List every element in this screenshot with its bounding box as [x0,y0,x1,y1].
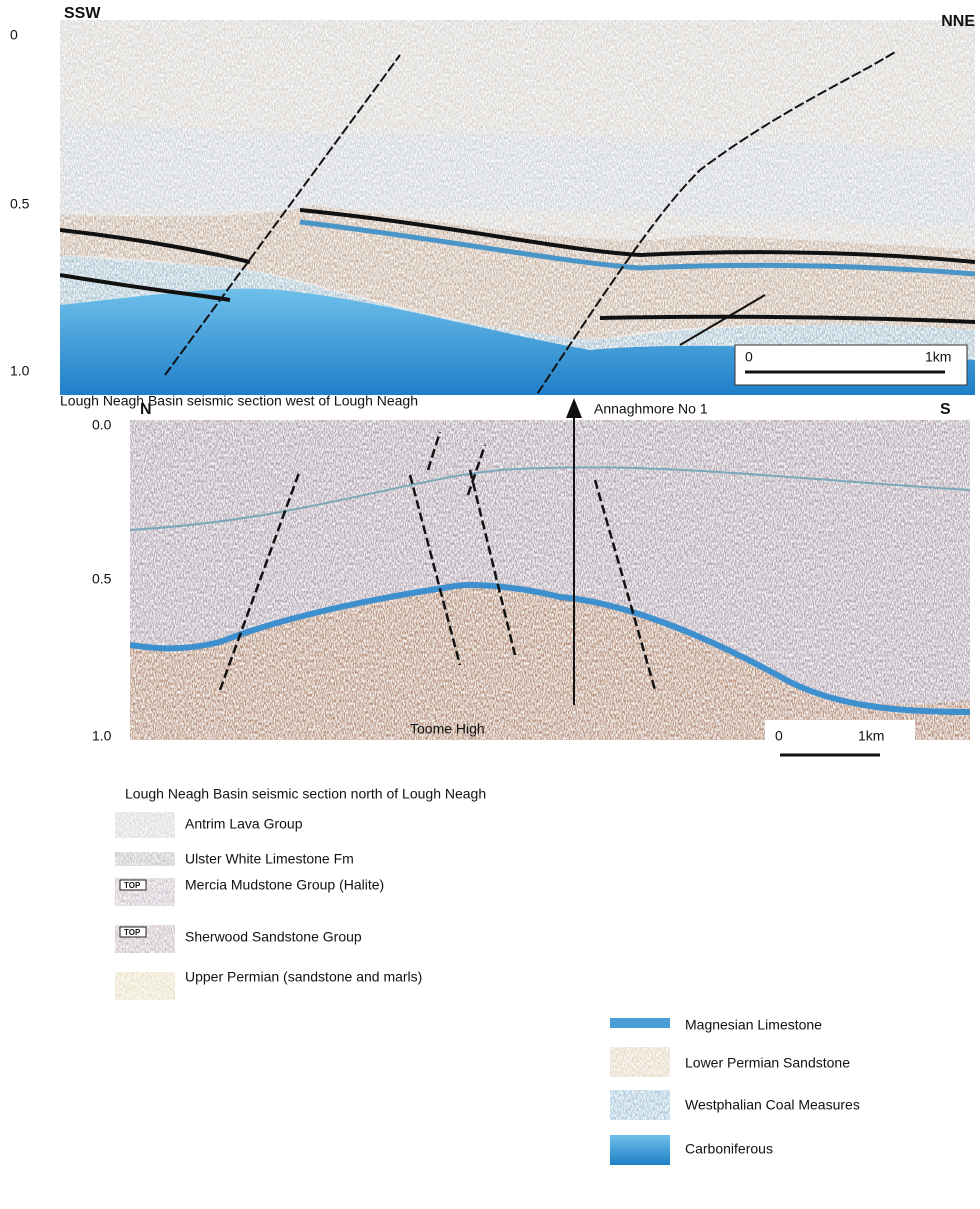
legend-label: Sherwood Sandstone Group [185,929,362,945]
legend-label: Lower Permian Sandstone [685,1055,850,1071]
legend-swatch [610,1135,670,1165]
feature-label: Toome High [410,721,485,737]
caption: Lough Neagh Basin seismic section west o… [60,393,418,409]
north-section [130,420,970,740]
direction-label: N [140,401,152,418]
scale-label: 0 [745,349,753,365]
swatch-tag: TOP [124,881,141,890]
depth-label: 1.0 [10,363,30,379]
well-arrow [566,398,582,418]
legend-label: Magnesian Limestone [685,1017,822,1033]
legend-label: Upper Permian (sandstone and marls) [185,969,422,985]
caption: Lough Neagh Basin seismic section north … [125,786,486,802]
legend-swatch [610,1090,670,1120]
swatch-tag: TOP [124,928,141,937]
direction-label: SSW [64,5,101,22]
west-section [60,20,975,480]
direction-label: NNE [941,13,975,30]
legend-label: Westphalian Coal Measures [685,1097,860,1113]
legend-swatch [115,812,175,838]
scale-label: 1km [925,349,951,365]
legend-label: Ulster White Limestone Fm [185,851,354,867]
legend-label: Carboniferous [685,1141,773,1157]
scale-label: 0 [775,728,783,744]
depth-label: 0.5 [92,571,112,587]
direction-label: S [940,401,951,418]
scale-box [765,720,915,740]
legend-label: Antrim Lava Group [185,816,303,832]
legend-swatch [115,852,175,866]
depth-label: 0 [10,27,18,43]
legend-swatch [610,1047,670,1077]
scale-label: 1km [858,728,884,744]
depth-label: 0.5 [10,196,30,212]
legend: Antrim Lava Group Ulster White Limestone… [115,812,860,1165]
well-label: Annaghmore No 1 [594,401,708,417]
depth-label: 0.0 [92,417,112,433]
legend-label: Mercia Mudstone Group (Halite) [185,877,384,893]
depth-label: 1.0 [92,728,112,744]
figure: SSW NNE 0 0.5 1.0 0 1km Lough Neagh Basi… [0,0,980,1209]
legend-swatch [115,972,175,1000]
legend-swatch [610,1018,670,1028]
